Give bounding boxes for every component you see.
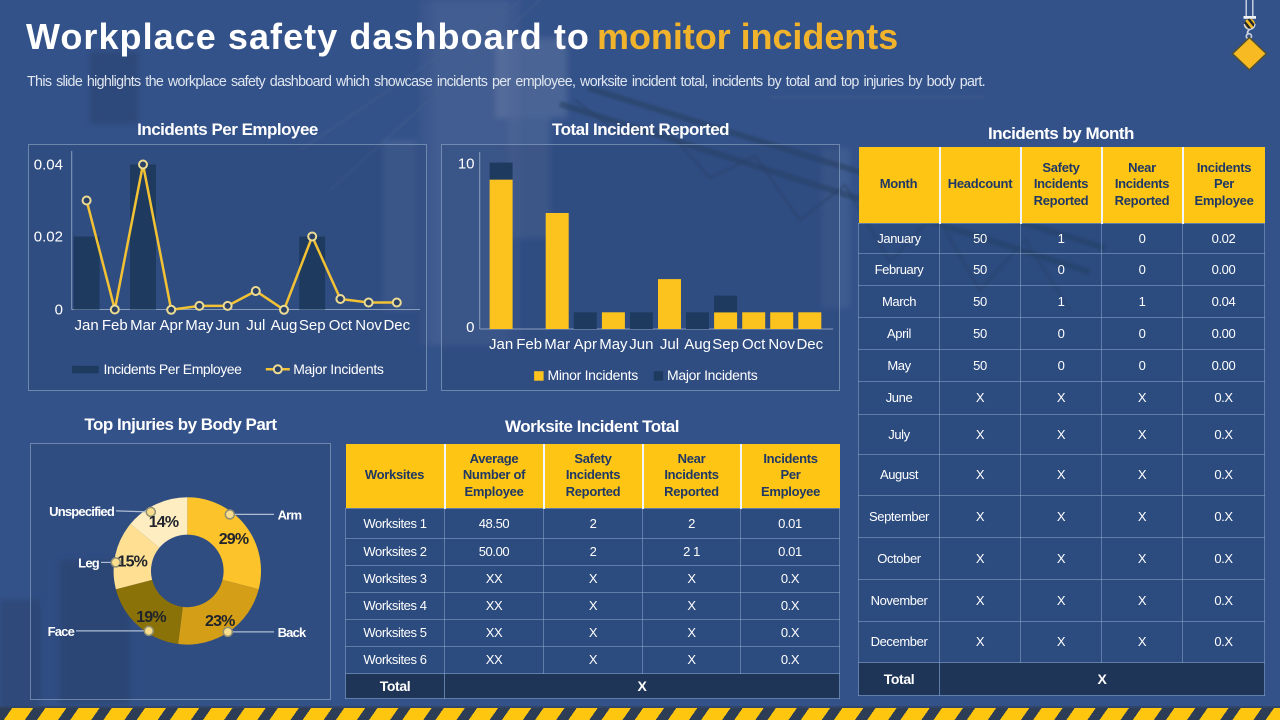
svg-text:Feb: Feb xyxy=(516,336,542,353)
svg-text:May: May xyxy=(185,317,214,334)
svg-text:May: May xyxy=(599,336,628,353)
svg-text:Jun: Jun xyxy=(629,336,653,353)
svg-text:23%: 23% xyxy=(205,613,235,630)
svg-text:Dec: Dec xyxy=(796,336,823,353)
svg-text:Mar: Mar xyxy=(130,317,156,334)
svg-text:Mar: Mar xyxy=(544,336,570,353)
svg-text:Jul: Jul xyxy=(246,317,265,334)
svg-text:14%: 14% xyxy=(149,514,179,531)
svg-text:29%: 29% xyxy=(219,531,249,548)
svg-text:19%: 19% xyxy=(136,609,166,626)
svg-text:Aug: Aug xyxy=(684,336,711,353)
svg-text:Nov: Nov xyxy=(355,317,382,334)
svg-text:0.04: 0.04 xyxy=(34,157,63,174)
svg-text:15%: 15% xyxy=(117,553,147,570)
svg-text:Dec: Dec xyxy=(383,317,410,334)
svg-text:Face: Face xyxy=(48,624,75,639)
svg-text:Oct: Oct xyxy=(742,336,766,353)
svg-text:Minor Incidents: Minor Incidents xyxy=(548,367,639,383)
svg-text:Apr: Apr xyxy=(574,336,597,353)
svg-text:10: 10 xyxy=(458,156,475,173)
svg-text:Jan: Jan xyxy=(489,336,513,353)
svg-text:Jan: Jan xyxy=(75,317,99,334)
svg-text:Sep: Sep xyxy=(712,336,739,353)
svg-text:Jun: Jun xyxy=(216,317,240,334)
svg-text:Major Incidents: Major Incidents xyxy=(667,367,758,383)
svg-text:0.02: 0.02 xyxy=(34,229,63,246)
svg-text:Leg: Leg xyxy=(78,555,100,570)
svg-text:Major Incidents: Major Incidents xyxy=(293,361,384,377)
svg-text:Back: Back xyxy=(278,625,307,640)
svg-text:Apr: Apr xyxy=(160,317,183,334)
svg-text:Nov: Nov xyxy=(768,336,795,353)
svg-text:0: 0 xyxy=(466,319,474,336)
svg-text:Incidents Per Employee: Incidents Per Employee xyxy=(104,361,243,377)
svg-text:Arm: Arm xyxy=(278,507,302,522)
svg-text:Unspecified: Unspecified xyxy=(49,504,115,519)
svg-text:Oct: Oct xyxy=(329,317,353,334)
svg-text:Aug: Aug xyxy=(271,317,298,334)
svg-text:0: 0 xyxy=(55,302,63,319)
svg-text:Sep: Sep xyxy=(299,317,326,334)
svg-text:Feb: Feb xyxy=(102,317,128,334)
svg-text:Jul: Jul xyxy=(660,336,679,353)
